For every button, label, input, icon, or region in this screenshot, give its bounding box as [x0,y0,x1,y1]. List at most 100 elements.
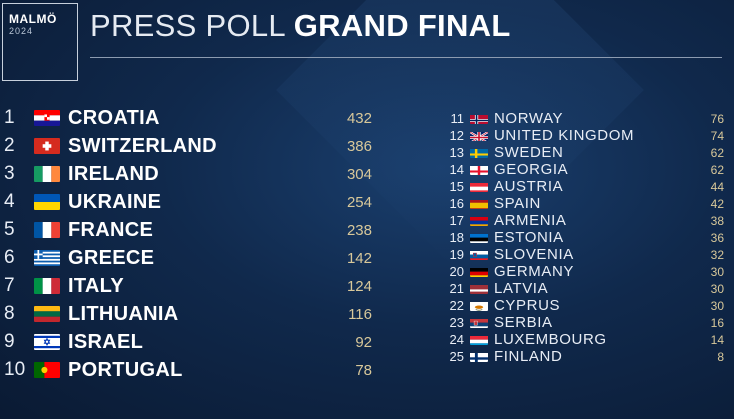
ireland-flag-icon [34,166,60,182]
country-name: ISRAEL [68,330,144,353]
rank-number: 24 [449,332,464,347]
rank-number: 6 [4,247,15,268]
rank-number: 2 [4,135,15,156]
country-name: AUSTRIA [494,178,564,195]
norway-flag-icon [470,113,488,124]
spain-flag-icon [470,198,488,209]
result-row: 19 SLOVENIA 32 [436,246,724,263]
logo-year: 2024 [9,26,34,36]
result-row: 25 FINLAND 8 [436,348,724,365]
country-name: FINLAND [494,348,563,365]
country-name: LATVIA [494,280,549,297]
country-name: UKRAINE [68,190,162,213]
result-row: 21 LATVIA 30 [436,280,724,297]
luxembourg-flag-icon [470,334,488,345]
score-value: 42 [710,196,724,211]
estonia-flag-icon [470,232,488,243]
croatia-flag-icon [34,110,60,126]
slovenia-flag-icon [470,249,488,260]
country-name: UNITED KINGDOM [494,127,635,144]
result-row: 5 FRANCE 238 [4,216,372,244]
score-value: 30 [710,281,724,296]
score-value: 124 [346,277,372,295]
georgia-flag-icon [470,164,488,175]
rank-number: 21 [449,281,464,296]
country-name: SWITZERLAND [68,134,217,157]
result-row: 14 GEORGIA 62 [436,161,724,178]
country-name: CROATIA [68,106,160,129]
serbia-flag-icon [470,317,488,328]
score-value: 8 [717,349,724,364]
result-row: 16 SPAIN 42 [436,195,724,212]
page-title: PRESS POLL GRAND FINAL [90,8,511,44]
rank-number: 19 [449,247,464,262]
score-value: 38 [710,213,724,228]
result-row: 17 ARMENIA 38 [436,212,724,229]
score-value: 78 [355,361,372,379]
score-value: 254 [346,193,372,211]
lithuania-flag-icon [34,306,60,322]
score-value: 386 [346,137,372,155]
rank-number: 17 [449,213,464,228]
result-row: 7 ITALY 124 [4,272,372,300]
title-light: PRESS POLL [90,8,285,43]
score-value: 16 [710,315,724,330]
result-row: 9 ISRAEL 92 [4,328,372,356]
result-row: 8 LITHUANIA 116 [4,300,372,328]
rank-number: 3 [4,163,15,184]
united-kingdom-flag-icon [470,130,488,141]
cyprus-flag-icon [470,300,488,311]
result-row: 2 SWITZERLAND 386 [4,132,372,160]
country-name: SERBIA [494,314,553,331]
country-name: ITALY [68,274,124,297]
rank-number: 10 [4,359,26,380]
score-value: 142 [346,249,372,267]
score-value: 36 [710,230,724,245]
country-name: LITHUANIA [68,302,179,325]
score-value: 304 [346,165,372,183]
country-name: IRELAND [68,162,159,185]
finland-flag-icon [470,351,488,362]
portugal-flag-icon [34,362,60,378]
rank-number: 23 [449,315,464,330]
score-value: 92 [355,333,372,351]
rank-number: 20 [449,264,464,279]
result-row: 23 SERBIA 16 [436,314,724,331]
score-value: 30 [710,264,724,279]
result-row: 24 LUXEMBOURG 14 [436,331,724,348]
result-row: 18 ESTONIA 36 [436,229,724,246]
country-name: ARMENIA [494,212,567,229]
rank-number: 22 [449,298,464,313]
rank-number: 18 [449,230,464,245]
rank-number: 4 [4,191,15,212]
rank-number: 8 [4,303,15,324]
rank-number: 7 [4,275,15,296]
germany-flag-icon [470,266,488,277]
result-row: 13 SWEDEN 62 [436,144,724,161]
country-name: FRANCE [68,218,154,241]
result-row: 15 AUSTRIA 44 [436,178,724,195]
rank-number: 9 [4,331,15,352]
country-name: LUXEMBOURG [494,331,607,348]
title-bold: GRAND FINAL [293,8,511,43]
result-row: 1 CROATIA 432 [4,104,372,132]
score-value: 76 [710,111,724,126]
country-name: SWEDEN [494,144,564,161]
country-name: PORTUGAL [68,358,183,381]
italy-flag-icon [34,278,60,294]
title-divider [90,57,722,58]
country-name: GREECE [68,246,155,269]
event-logo: MALMÖ 2024 [2,3,78,81]
france-flag-icon [34,222,60,238]
sweden-flag-icon [470,147,488,158]
rank-number: 14 [449,162,464,177]
rank-number: 1 [4,107,15,128]
result-row: 11 NORWAY 76 [436,110,725,127]
result-row: 20 GERMANY 30 [436,263,724,280]
score-value: 30 [710,298,724,313]
result-row: 12 UNITED KINGDOM 74 [436,127,724,144]
score-value: 44 [710,179,724,194]
score-value: 14 [710,332,724,347]
rank-number: 16 [449,196,464,211]
score-value: 62 [710,145,724,160]
